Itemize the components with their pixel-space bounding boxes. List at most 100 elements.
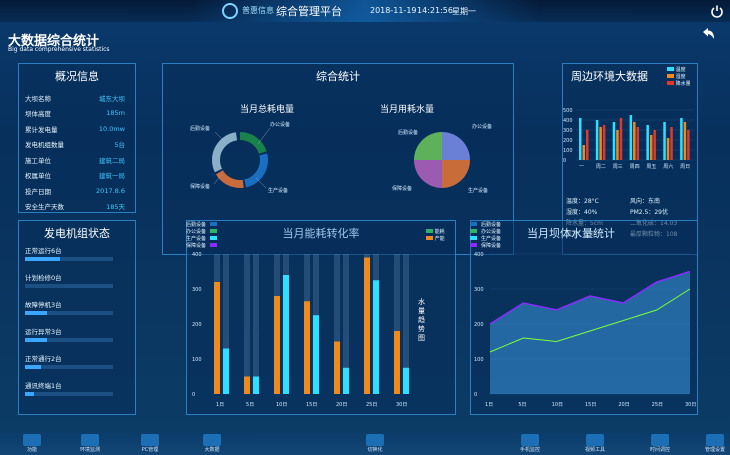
env-tick-label: 200 [563,138,573,144]
bottom-nav-item[interactable]: 功能 [12,434,52,453]
bottom-nav-icon [141,434,159,446]
summary-title: 综合统计 [316,70,360,83]
energy-bar-produce [373,280,379,394]
energy-x-label: 25日 [366,402,377,408]
env-legend-temp: 温度 [675,67,686,73]
env-tick-label: 500 [563,108,573,114]
overview-row: 投产日期 2017.8.6 [19,183,135,199]
bottom-nav-label: PC管理 [141,447,159,453]
env-x-label: 周三 [613,164,623,170]
bottom-nav-item[interactable]: 管理设置 [695,434,730,453]
dam-x-label: 25日 [652,402,663,408]
generator-progress-track [25,257,113,261]
energy-legend: 能耗 产能 [426,228,445,242]
dam-line-total [489,270,691,325]
summary-legend-label: 后勤设备 [481,222,502,228]
energy-legend-consume: 能耗 [434,229,445,235]
back-arrow-icon[interactable] [700,26,716,40]
env-legend: 温度 湿度 降水量 [667,66,691,87]
env-bar [683,122,687,160]
bottom-nav-item[interactable]: 切换化 [355,434,395,453]
dam-x-label: 30日 [685,402,696,408]
generator-row-label: 计划检修0台 [25,274,62,282]
energy-x-label: 20日 [336,402,347,408]
generator-row: 正常通行2台 [19,353,135,376]
energy-bar-bg [244,254,250,394]
page-subtitle: Big data comprehensive statistics [8,46,110,53]
env-bar-chart: 0 100 200 300 400 500 一 周二 周三 周四 周五 周六 周日 [563,108,694,170]
donut2-slice-2 [442,160,470,188]
env-bar [595,120,599,160]
bottom-nav-item[interactable]: PC管理 [130,434,170,453]
summary-legend-item: 后勤设备 [470,221,501,228]
overview-row-label: 发电机组数量 [25,141,64,150]
generator-row-label: 通讯终端1台 [25,382,62,390]
generator-row: 故障停机3台 [19,299,135,322]
energy-panel: 当月能耗转化率 [186,220,456,415]
generator-progress-track [25,284,113,288]
donut1-slice-2 [212,132,268,188]
energy-tick-label: 400 [192,252,202,258]
bottom-nav-item[interactable]: 时间调控 [640,434,680,453]
env-bar [666,138,670,160]
generator-progress-fill [25,365,41,369]
overview-row-label: 权属单位 [25,172,51,181]
summary-legend-label: 生产设备 [481,236,502,242]
summary-legend-swatch [470,236,477,240]
env-tick-label: 300 [563,128,573,134]
donut2-label-3: 保障设备 [392,185,412,192]
power-icon[interactable] [710,3,724,18]
bottom-nav-label: 时间调控 [649,447,670,453]
overview-row-value: 城东大坝 [99,94,125,103]
env-tick-label: 100 [563,148,573,154]
bottom-nav-item[interactable]: 大数据 [192,434,232,453]
header-time: 14:21:56 [417,6,453,15]
overview-row-label: 坝体高度 [25,110,51,119]
bottom-nav-label: 大数据 [204,447,220,453]
dam-area-fill [490,271,690,394]
bottom-nav-item[interactable]: 手机监控 [510,434,550,453]
page-title: 大数据综合统计 [8,34,100,49]
dam-tick-label: 200 [474,322,484,328]
env-bar [619,118,623,160]
generator-progress-track [25,365,113,369]
generator-row-label: 运行异常3台 [25,328,62,336]
dam-tick-label: 300 [474,287,484,293]
platform-title: 综合管理平台 [276,5,342,18]
generator-progress-track [25,338,113,342]
generator-row-label: 故障停机3台 [25,301,62,309]
dam-tick-label: 400 [474,252,484,258]
env-title: 周边环境大数据 [571,70,648,83]
overview-row-value: 185m [106,109,125,118]
overview-row-value: 2017.8.6 [96,186,125,195]
env-bar [602,125,606,160]
energy-x-label: 15日 [306,402,317,408]
bottom-nav-item[interactable]: 环境监测 [70,434,110,453]
generator-progress-track [25,392,113,396]
bottom-nav-item[interactable]: 视频工具 [575,434,615,453]
summary-legend-label: 办公设备 [481,229,502,235]
energy-bar-bg [394,254,400,394]
env-tick-label: 0 [563,158,566,164]
env-x-label: 一 [579,164,584,170]
header-date: 2018-11-19 [370,6,417,15]
env-x-label: 周日 [680,164,690,170]
energy-tick-label: 200 [192,322,202,328]
env-bar [636,127,640,160]
env-x-label: 周四 [630,164,640,170]
brand-name: 普惠信息 [242,6,274,15]
env-tick-label: 400 [563,118,573,124]
energy-tick-label: 0 [192,392,195,398]
generator-row: 计划检修0台 [19,272,135,295]
energy-bar-bg [403,254,409,394]
env-bar [586,130,589,160]
energy-bar-bg [343,254,349,394]
summary-legend-swatch [210,236,218,240]
donut1-slice-3 [212,132,268,188]
energy-bar-bg [223,254,229,394]
energy-bar-produce [223,348,229,394]
bottom-nav-icon [81,434,99,446]
bottom-nav-icon [651,434,669,446]
overview-row-value: 建筑一局 [99,172,125,181]
env-bar [649,135,653,160]
